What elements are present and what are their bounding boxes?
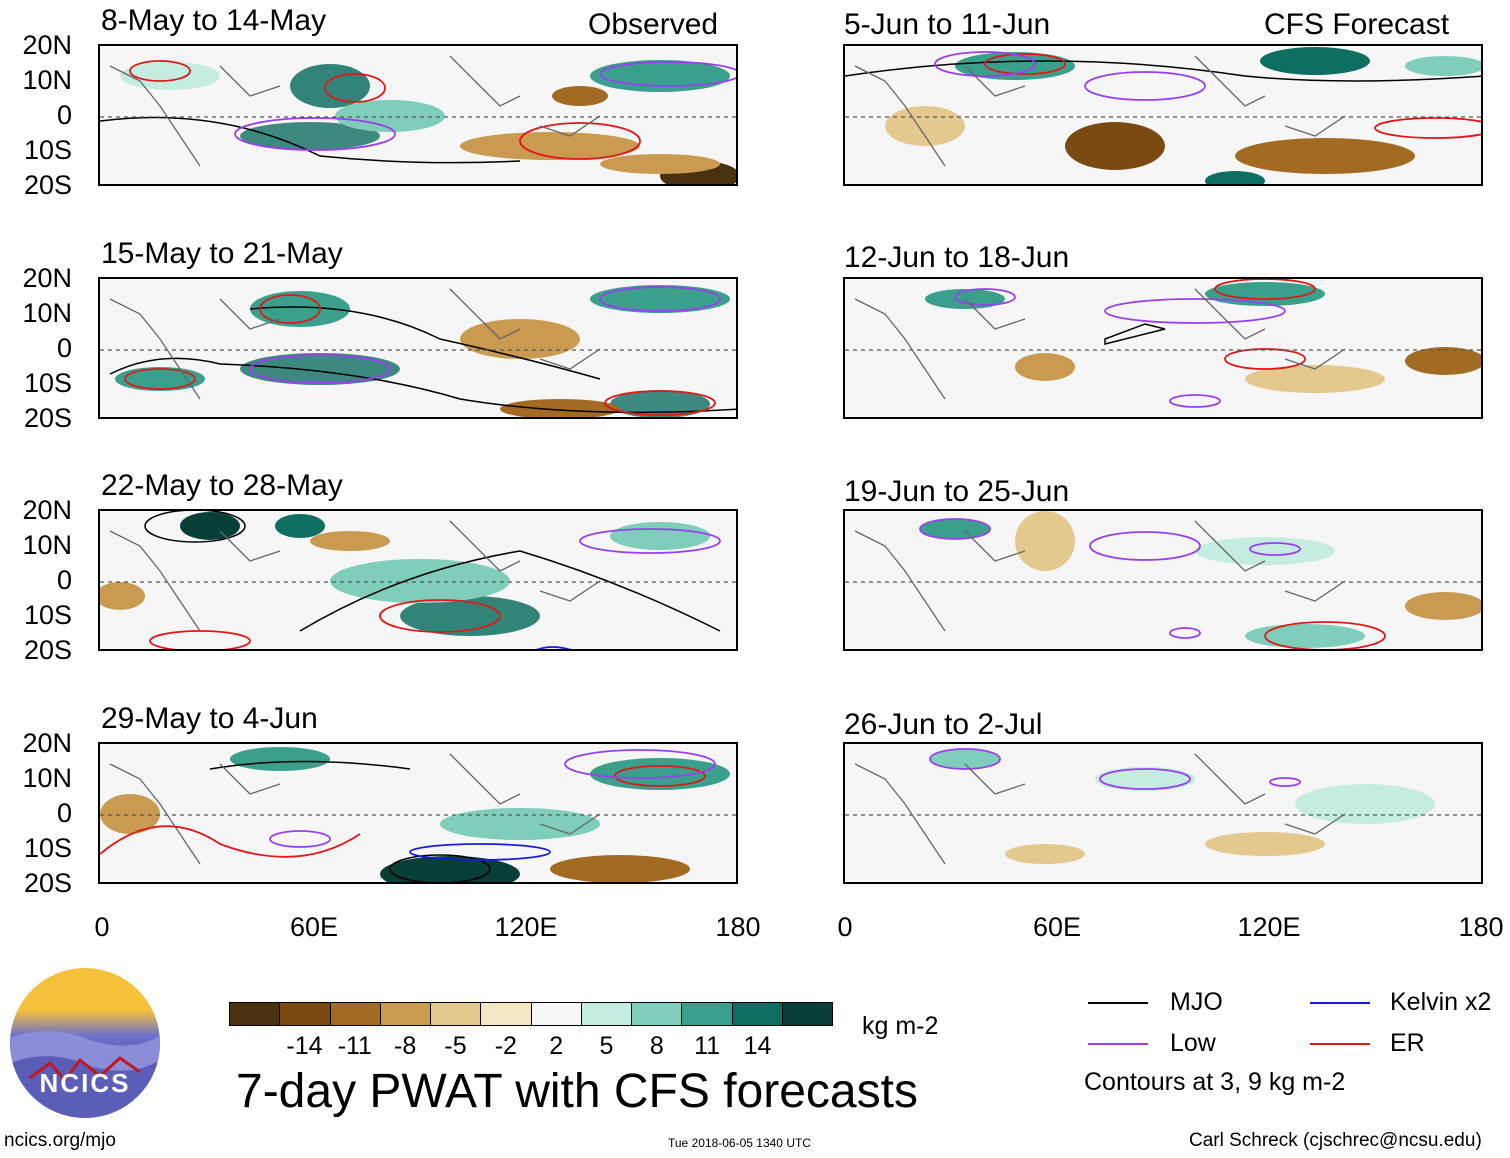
lon-tick: 120E: [1237, 912, 1301, 942]
map-panel: [843, 44, 1483, 186]
timestamp: Tue 2018-06-05 1340 UTC: [668, 1136, 811, 1150]
panel-title: 12-Jun to 18-Jun: [844, 241, 1070, 274]
lat-tick: 0: [56, 565, 72, 595]
map-panel: [843, 509, 1483, 651]
colorbar-tick-label: -11: [337, 1032, 372, 1060]
colorbar-tick-label: 2: [549, 1032, 564, 1060]
lon-tick: 180: [1458, 912, 1504, 942]
lat-tick: 10N: [22, 298, 72, 328]
colorbar-strip: [229, 1002, 833, 1026]
lat-tick: 10S: [23, 368, 72, 398]
credit: Carl Schreck (cjschrec@ncsu.edu): [1189, 1130, 1482, 1151]
lon-tick: 60E: [1032, 912, 1082, 942]
lon-tick: 0: [837, 912, 853, 942]
legend-low-label: Low: [1170, 1029, 1216, 1057]
ncics-logo: NCICS: [10, 968, 160, 1118]
lat-tick: 20N: [22, 263, 72, 293]
map-panel: [98, 509, 738, 651]
colorbar-segment: [230, 1003, 280, 1025]
colorbar-tick-label: -14: [286, 1032, 323, 1060]
panel-title: 15-May to 21-May: [101, 237, 343, 270]
map-panel: [98, 44, 738, 186]
panel-title: 29-May to 4-Jun: [101, 702, 318, 735]
lat-tick: 10N: [22, 530, 72, 560]
colorbar-tick-label: 11: [694, 1032, 721, 1060]
lat-tick: 10S: [23, 135, 72, 165]
lat-tick: 10N: [22, 763, 72, 793]
legend-er-label: ER: [1390, 1029, 1425, 1057]
colorbar-segment: [580, 1003, 631, 1025]
panel-title: 19-Jun to 25-Jun: [844, 475, 1070, 508]
map-panel: [843, 742, 1483, 884]
lon-tick: 180: [715, 912, 761, 942]
site-link[interactable]: ncics.org/mjo: [4, 1130, 116, 1151]
colorbar-tick-label: 14: [743, 1032, 772, 1060]
lat-tick: 20S: [23, 403, 72, 433]
colorbar-tick-label: -8: [394, 1032, 417, 1060]
map-panel: [843, 277, 1483, 419]
legend-note: Contours at 3, 9 kg m-2: [1084, 1068, 1346, 1096]
colorbar-units: kg m-2: [862, 1012, 939, 1040]
main-title: 7-day PWAT with CFS forecasts: [236, 1065, 918, 1118]
panel-title: 26-Jun to 2-Jul: [844, 708, 1043, 741]
colorbar-tick-label: 5: [599, 1032, 614, 1060]
lon-tick: 0: [94, 912, 110, 942]
colorbar-segment: [631, 1003, 682, 1025]
lat-tick: 10S: [23, 600, 72, 630]
map-panel: [98, 742, 738, 884]
legend-mjo-label: MJO: [1170, 988, 1223, 1016]
colorbar-segment: [731, 1003, 782, 1025]
panel-title: 8-May to 14-May: [101, 4, 327, 37]
panel-title: 5-Jun to 11-Jun: [844, 8, 1051, 41]
legend-er-line: [1310, 1043, 1370, 1045]
lat-tick: 20N: [22, 30, 72, 60]
lat-tick: 10N: [22, 65, 72, 95]
lat-tick: 10S: [23, 833, 72, 863]
colorbar-tick-label: 8: [649, 1032, 664, 1060]
logo-text: NCICS: [39, 1068, 131, 1098]
forecast-label: CFS Forecast: [1264, 8, 1450, 41]
lon-tick: 120E: [494, 912, 558, 942]
lat-tick: 20S: [23, 868, 72, 898]
legend-mjo-line: [1088, 1002, 1148, 1004]
lat-tick: 20N: [22, 728, 72, 758]
colorbar-segment: [279, 1003, 330, 1025]
colorbar-segment: [480, 1003, 531, 1025]
lat-tick: 20S: [23, 170, 72, 200]
colorbar-tick-label: -5: [444, 1032, 467, 1060]
lat-tick: 0: [56, 100, 72, 130]
lat-tick: 20S: [23, 635, 72, 665]
legend-kelvin-line: [1310, 1002, 1370, 1004]
colorbar-tick-label: -2: [494, 1032, 517, 1060]
legend-low-line: [1088, 1043, 1148, 1045]
colorbar-segment: [430, 1003, 481, 1025]
colorbar-segment: [681, 1003, 732, 1025]
colorbar-segment: [781, 1003, 832, 1025]
observed-label: Observed: [588, 8, 719, 41]
legend-kelvin-label: Kelvin x2: [1390, 988, 1492, 1016]
lat-tick: 20N: [22, 495, 72, 525]
colorbar-segment: [329, 1003, 380, 1025]
lat-tick: 0: [56, 333, 72, 363]
map-panel: [98, 277, 738, 419]
colorbar-segment: [530, 1003, 581, 1025]
lat-tick: 0: [56, 798, 72, 828]
lon-tick: 60E: [289, 912, 339, 942]
panel-title: 22-May to 28-May: [101, 469, 343, 502]
colorbar-segment: [379, 1003, 430, 1025]
